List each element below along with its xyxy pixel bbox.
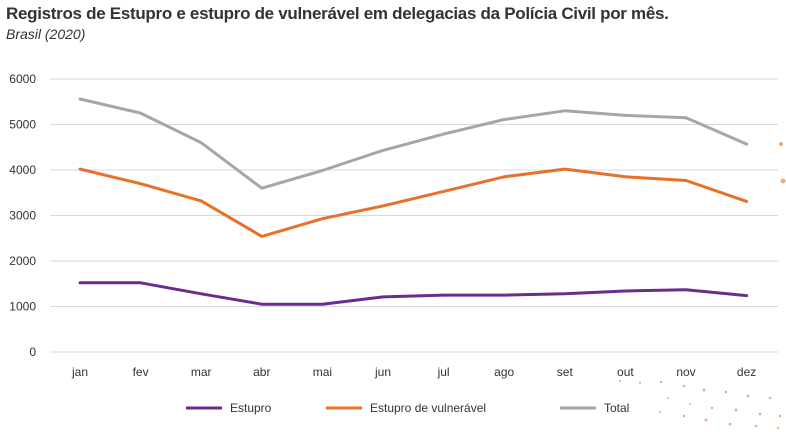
decorative-dot <box>776 426 780 430</box>
chart-title: Registros de Estupro e estupro de vulner… <box>6 4 669 23</box>
y-tick-label: 1000 <box>9 300 36 314</box>
decorative-dots <box>619 142 786 430</box>
y-tick-label: 3000 <box>9 209 36 223</box>
y-tick-label: 2000 <box>9 254 36 268</box>
decorative-dot <box>779 142 783 146</box>
x-tick-label: nov <box>676 365 695 379</box>
decorative-dot <box>734 408 738 412</box>
x-tick-label: jul <box>437 365 450 379</box>
y-tick-label: 6000 <box>9 72 36 86</box>
series-lines <box>78 97 749 306</box>
x-tick-label: out <box>617 365 634 379</box>
x-tick-label: mar <box>191 365 212 379</box>
decorative-dot <box>682 384 686 388</box>
decorative-dot <box>659 411 661 413</box>
y-tick-label: 4000 <box>9 163 36 177</box>
decorative-dot <box>780 178 786 184</box>
decorative-dot <box>682 414 686 418</box>
decorative-dot <box>768 396 772 400</box>
x-tick-label: mai <box>313 365 332 379</box>
x-tick-label: dez <box>737 365 756 379</box>
legend-label: Total <box>604 401 629 415</box>
decorative-dot <box>702 388 706 392</box>
y-axis-ticks: 0 1000 2000 3000 4000 5000 6000 <box>9 72 36 359</box>
chart-subtitle: Brasil (2020) <box>6 26 86 42</box>
decorative-dot <box>689 403 691 405</box>
x-axis-ticks: jan fev mar abr mai jun jul ago set out nov dez <box>71 365 756 379</box>
decorative-dot <box>619 380 621 382</box>
series-line-0 <box>78 281 749 306</box>
series-line-1 <box>78 167 749 238</box>
x-tick-label: ago <box>494 365 514 379</box>
decorative-dot <box>778 414 782 418</box>
x-tick-label: abr <box>253 365 270 379</box>
grid-lines <box>50 78 778 353</box>
x-tick-label: set <box>557 365 574 379</box>
decorative-dot <box>754 424 758 428</box>
x-tick-label: jun <box>374 365 391 379</box>
x-tick-label: jan <box>71 365 88 379</box>
decorative-dot <box>667 397 669 399</box>
decorative-dot <box>639 382 641 384</box>
y-tick-label: 5000 <box>9 118 36 132</box>
x-tick-label: fev <box>133 365 149 379</box>
decorative-dot <box>659 380 663 384</box>
decorative-dot <box>704 418 708 422</box>
legend: Estupro Estupro de vulnerável Total <box>186 401 629 415</box>
y-tick-label: 0 <box>29 345 36 359</box>
decorative-dot <box>724 390 728 394</box>
legend-label: Estupro <box>230 401 272 415</box>
decorative-dot <box>728 422 732 426</box>
series-line-2 <box>78 97 749 190</box>
legend-label: Estupro de vulnerável <box>370 401 486 415</box>
decorative-dot <box>758 412 762 416</box>
decorative-dot <box>710 406 714 410</box>
decorative-dot <box>746 394 750 398</box>
